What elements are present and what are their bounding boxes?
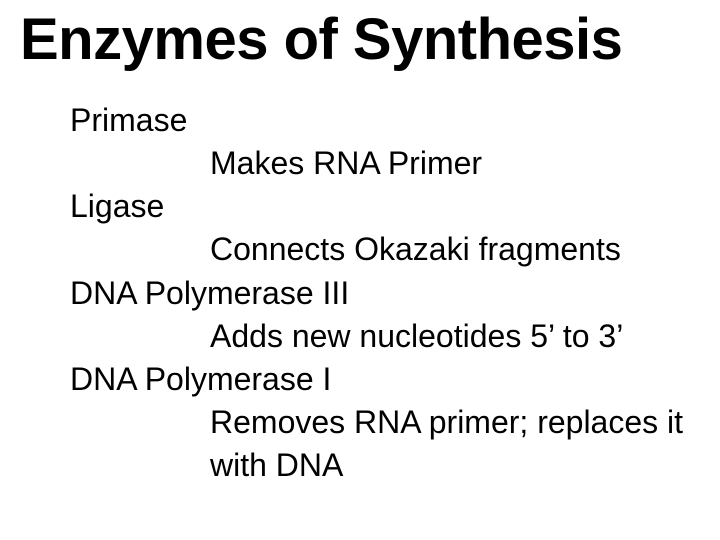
enzyme-term: Ligase [70, 185, 700, 228]
enzyme-term: Primase [70, 99, 700, 142]
enzyme-desc: Removes RNA primer; replaces it with DNA [70, 401, 700, 487]
enzyme-term: DNA Polymerase I [70, 358, 700, 401]
enzyme-desc: Makes RNA Primer [70, 142, 700, 185]
slide: Enzymes of Synthesis Primase Makes RNA P… [0, 0, 720, 540]
enzyme-desc: Adds new nucleotides 5’ to 3’ [70, 315, 700, 358]
enzyme-term: DNA Polymerase III [70, 272, 700, 315]
slide-body: Primase Makes RNA Primer Ligase Connects… [20, 99, 700, 488]
slide-title: Enzymes of Synthesis [20, 10, 700, 71]
enzyme-desc: Connects Okazaki fragments [70, 228, 700, 271]
